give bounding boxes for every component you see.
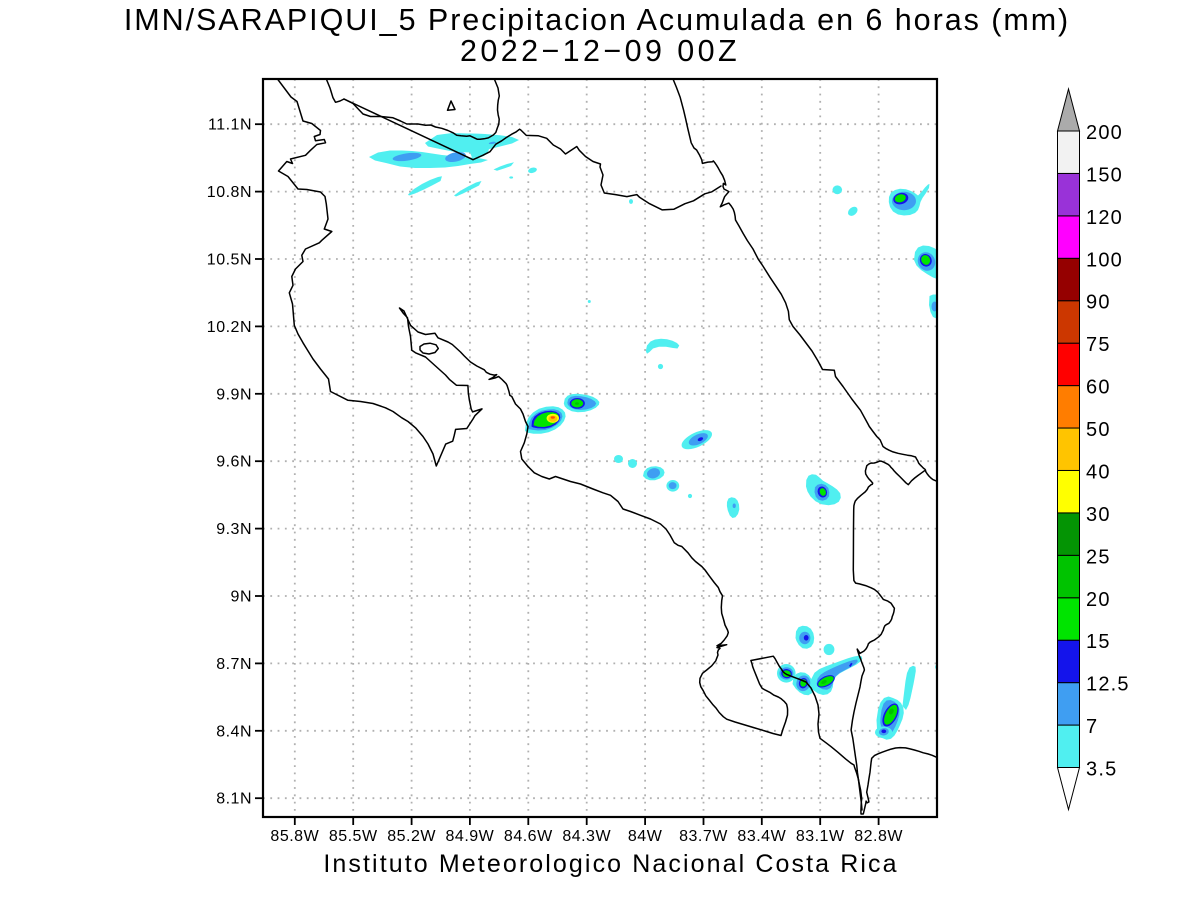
svg-text:200: 200 [1086,122,1123,144]
svg-text:150: 150 [1086,164,1123,186]
svg-text:90: 90 [1086,292,1111,314]
svg-text:83.1W: 83.1W [796,828,845,845]
svg-text:Instituto Meteorologico Nacion: Instituto Meteorologico Nacional Costa R… [323,850,898,878]
svg-text:9.3N: 9.3N [216,521,252,538]
svg-text:2022−12−09 00Z: 2022−12−09 00Z [460,34,740,68]
svg-text:85.5W: 85.5W [329,828,378,845]
svg-text:10.2N: 10.2N [207,319,252,336]
svg-text:83.4W: 83.4W [737,828,786,845]
svg-text:9.9N: 9.9N [216,386,252,403]
svg-text:15: 15 [1086,631,1111,653]
svg-text:7: 7 [1086,716,1098,738]
svg-text:3.5: 3.5 [1086,759,1117,781]
svg-text:75: 75 [1086,334,1111,356]
svg-text:82.8W: 82.8W [854,828,903,845]
svg-text:IMN/SARAPIQUI_5 Precipitacion: IMN/SARAPIQUI_5 Precipitacion Acumulada … [124,3,1070,37]
svg-text:100: 100 [1086,249,1123,271]
svg-text:9N: 9N [231,589,252,606]
svg-text:8.1N: 8.1N [216,791,252,808]
svg-text:50: 50 [1086,419,1111,441]
svg-text:9.6N: 9.6N [216,454,252,471]
svg-text:84.3W: 84.3W [562,828,611,845]
svg-text:25: 25 [1086,546,1111,568]
svg-text:10.8N: 10.8N [207,184,252,201]
svg-text:30: 30 [1086,504,1111,526]
svg-text:120: 120 [1086,207,1123,229]
svg-text:11.1N: 11.1N [208,117,252,134]
svg-text:40: 40 [1086,461,1111,483]
svg-text:83.7W: 83.7W [679,828,728,845]
svg-text:84W: 84W [628,828,663,845]
svg-text:85.8W: 85.8W [270,828,319,845]
svg-text:10.5N: 10.5N [207,252,252,269]
svg-text:84.6W: 84.6W [504,828,553,845]
svg-text:85.2W: 85.2W [387,828,436,845]
svg-text:20: 20 [1086,589,1111,611]
svg-text:12.5: 12.5 [1086,674,1130,696]
svg-text:60: 60 [1086,377,1111,399]
svg-text:8.4N: 8.4N [216,723,252,740]
svg-text:8.7N: 8.7N [216,656,252,673]
svg-text:84.9W: 84.9W [446,828,495,845]
